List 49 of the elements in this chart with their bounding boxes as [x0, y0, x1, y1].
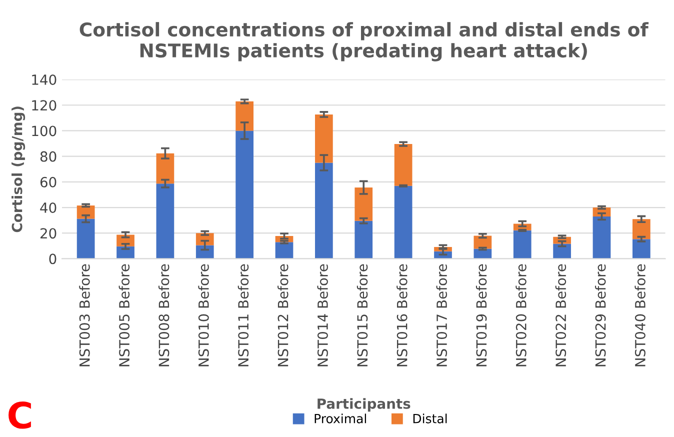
- x-tick-label: NST040 Before: [634, 264, 646, 366]
- bar: [354, 188, 373, 221]
- bar: [156, 184, 174, 259]
- bar: [236, 101, 254, 131]
- bar: [315, 162, 333, 259]
- bar: [513, 230, 532, 259]
- bar: [156, 153, 174, 184]
- bar: [354, 220, 373, 259]
- y-tick-label: 0: [49, 254, 56, 264]
- legend-label: Proximal: [314, 414, 366, 424]
- x-axis-title: Participants: [318, 398, 410, 412]
- x-tick-label: NST017 Before: [436, 264, 448, 366]
- bar: [315, 114, 333, 163]
- chart-title: Cortisol concentrations of proximal and distal ends of NSTEMIs patients (predating heart attack): [80, 22, 649, 62]
- x-tick-label: NST010 Before: [198, 264, 209, 366]
- bar: [394, 186, 412, 259]
- legend-label: Distal: [413, 414, 447, 424]
- x-tick-label: NST029 Before: [595, 264, 606, 366]
- x-tick-label: NST015 Before: [356, 264, 368, 366]
- bar: [632, 219, 650, 240]
- bar: [275, 242, 294, 259]
- bar: [196, 245, 214, 259]
- x-tick-label: NST008 Before: [158, 264, 170, 366]
- bar: [76, 218, 95, 259]
- bar: [394, 144, 412, 186]
- bar: [236, 130, 254, 259]
- text: C: [8, 401, 31, 429]
- y-axis-title: Cortisol (pg/mg): [12, 106, 26, 232]
- bar: [474, 248, 492, 259]
- y-tick-label: 20: [40, 228, 56, 239]
- x-tick-label: NST022 Before: [555, 264, 566, 366]
- x-tick-label: NST003 Before: [79, 264, 90, 366]
- x-tick-label: NST016 Before: [396, 264, 408, 366]
- x-tick-label: NST005 Before: [118, 264, 130, 366]
- x-tick-label: NST011 Before: [238, 264, 249, 366]
- x-tick-label: NST020 Before: [516, 264, 526, 366]
- y-tick-label: 80: [40, 151, 56, 162]
- bar: [592, 216, 611, 259]
- y-tick-label: 120: [32, 100, 56, 111]
- y-tick-label: 100: [32, 126, 56, 136]
- bar: [553, 244, 571, 259]
- x-tick-label: NST012 Before: [278, 264, 288, 366]
- bar: [632, 239, 650, 259]
- y-tick-label: 140: [32, 74, 56, 86]
- y-tick-label: 60: [40, 176, 56, 188]
- y-tick-label: 40: [40, 202, 56, 213]
- x-tick-label: NST014 Before: [317, 264, 328, 366]
- x-tick-label: NST019 Before: [476, 264, 487, 366]
- bar: [116, 246, 134, 259]
